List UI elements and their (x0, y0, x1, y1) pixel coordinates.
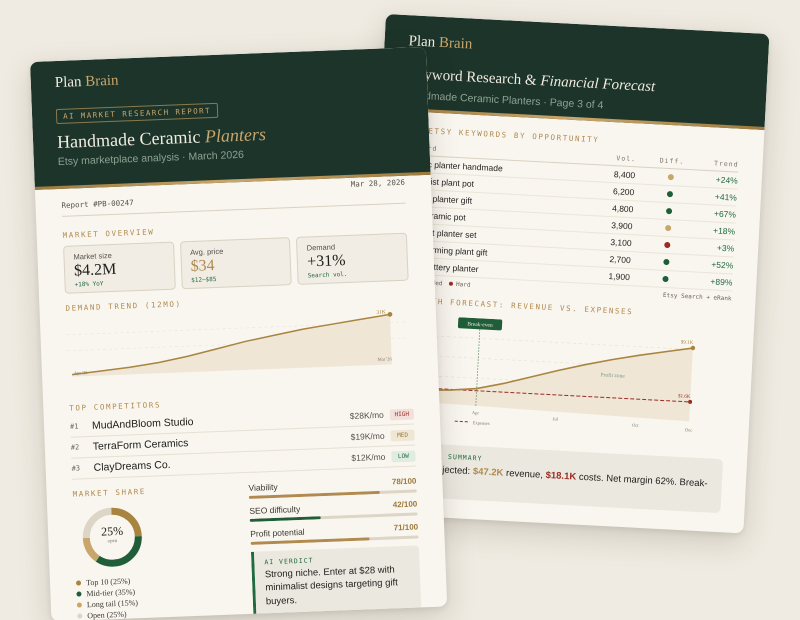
svg-text:Mar '26: Mar '26 (378, 356, 393, 362)
stat-card: Avg. price $34 $12–$85 (179, 237, 293, 290)
svg-text:Jul: Jul (553, 416, 559, 421)
svg-text:Dec: Dec (685, 427, 693, 432)
svg-text:Profit zone: Profit zone (600, 371, 625, 379)
svg-text:Oct: Oct (632, 422, 639, 427)
score-bar: Profit potential 71/100 (250, 522, 419, 545)
competition-level-badge: MED (390, 429, 415, 441)
score-label: SEO difficulty (249, 503, 301, 516)
ai-verdict: AI VERDICT Strong niche. Enter at $28 wi… (250, 545, 422, 616)
svg-text:Expenses: Expenses (473, 420, 490, 426)
market-share: Market share 25% open Top 10 (25%) Mid-ti… (72, 484, 237, 620)
page-3-header: Plan Brain Keyword Research & Financial … (380, 14, 770, 130)
verdict-text: Strong niche. Enter at $28 with minimali… (264, 564, 399, 607)
keyword-volume: 1,900 (579, 266, 645, 287)
difficulty-dot (643, 269, 689, 289)
competitor-rank: #3 (71, 464, 81, 473)
stat-card: Demand +31% Search vol. (296, 232, 409, 285)
score-label: Profit potential (250, 526, 305, 539)
competition-level-badge: LOW (391, 449, 416, 462)
report-id: Report #PB-00247 (61, 198, 134, 210)
svg-text:Apr '25: Apr '25 (74, 370, 88, 376)
competitor-rank: #2 (70, 443, 80, 452)
stat-value: $4.2M (73, 260, 117, 280)
score-value: 42/100 (392, 499, 418, 510)
svg-text:31K: 31K (376, 310, 386, 316)
competitors-list: #1 MudAndBloom Studio $28K/mo HIGH #2 TerraFo… (69, 403, 416, 480)
scores: Viability 78/100 SEO difficulty 42/100 Profi… (248, 476, 422, 616)
market-share-donut: 25% open (79, 504, 145, 570)
keywords-table: Keyword Vol. Diff. Trend ceramic planter… (396, 140, 739, 291)
score-value: 78/100 (391, 476, 417, 487)
svg-text:$1.6K: $1.6K (678, 394, 691, 400)
market-share-legend: Top 10 (25%) Mid-tier (35%) Long tail (15%… (75, 572, 237, 620)
report-page-1: Plan Brain AI MARKET RESEARCH REPORT Han… (30, 46, 448, 620)
overview-stats: Market size $4.2M +18% YoY Avg. price $34 $12… (63, 232, 409, 294)
svg-text:Apr: Apr (472, 410, 480, 415)
demand-trend-chart: 31K Apr '25 Mar '26 (66, 310, 407, 377)
competitor-rank: #1 (69, 422, 79, 431)
competitor-revenue: $19K/mo (350, 430, 385, 442)
report-header: Plan Brain AI MARKET RESEARCH REPORT Han… (30, 46, 431, 190)
brand-logo: Plan Brain (54, 72, 119, 92)
brand-logo: Plan Brain (408, 33, 473, 53)
stat-value: $34 (190, 257, 215, 275)
score-label: Viability (248, 481, 278, 493)
score-bar: SEO difficulty 42/100 (249, 499, 418, 522)
competition-level-badge: HIGH (389, 408, 414, 420)
report-meta: Report #PB-00247 Mar 28, 2026 (61, 178, 406, 217)
data-source: Etsy Search + eRank (662, 291, 732, 303)
keyword-trend: +89% (687, 271, 733, 291)
stat-value: +31% (306, 252, 346, 271)
score-value: 71/100 (393, 522, 419, 533)
stat-card: Market size $4.2M +18% YoY (63, 241, 176, 294)
report-type-badge: AI MARKET RESEARCH REPORT (55, 102, 219, 125)
svg-text:$9.1K: $9.1K (681, 340, 694, 346)
svg-text:Break-even: Break-even (467, 321, 493, 328)
competitor-revenue: $28K/mo (349, 409, 384, 421)
report-date: Mar 28, 2026 (350, 177, 406, 189)
market-share-label: Market share (72, 486, 147, 499)
score-bar: Viability 78/100 (248, 476, 417, 499)
competitor-revenue: $12K/mo (351, 451, 386, 463)
legend-item: Hard (448, 281, 471, 289)
